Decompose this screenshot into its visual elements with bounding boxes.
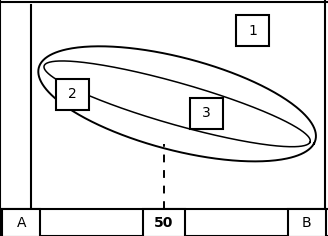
FancyBboxPatch shape <box>236 15 269 46</box>
Text: B: B <box>302 216 312 230</box>
FancyBboxPatch shape <box>56 79 89 110</box>
FancyBboxPatch shape <box>190 98 223 129</box>
FancyBboxPatch shape <box>3 210 40 236</box>
Text: 2: 2 <box>68 87 76 101</box>
FancyBboxPatch shape <box>143 210 185 236</box>
Text: 1: 1 <box>248 24 257 38</box>
Text: 3: 3 <box>202 106 211 120</box>
Text: 50: 50 <box>154 216 174 230</box>
Text: A: A <box>17 216 26 230</box>
FancyBboxPatch shape <box>288 210 325 236</box>
